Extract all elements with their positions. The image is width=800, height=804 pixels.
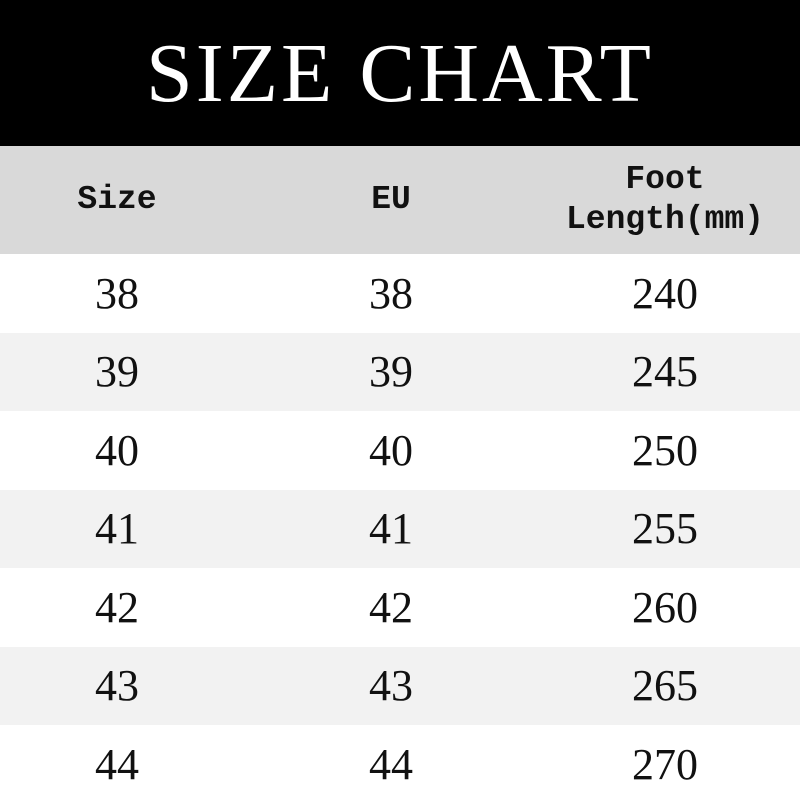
- cell-eu: 44: [369, 739, 413, 789]
- cell-foot-length: 260: [632, 582, 698, 632]
- cell-eu: 43: [369, 661, 413, 711]
- cell-eu: 41: [369, 504, 413, 554]
- cell-foot-length: 250: [632, 425, 698, 475]
- cell-eu: 39: [369, 347, 413, 397]
- cell-foot-length: 255: [632, 504, 698, 554]
- table-row: 40 40 250: [0, 411, 800, 490]
- header-foot-line1: Foot: [625, 161, 705, 198]
- table-row: 42 42 260: [0, 568, 800, 647]
- table-body: 38 38 240 39 39 245 40 40 250 41 41 255 42 42 260 43 43 2…: [0, 254, 800, 804]
- cell-eu: 42: [369, 582, 413, 632]
- cell-eu: 40: [369, 425, 413, 475]
- cell-size: 39: [95, 347, 139, 397]
- cell-foot-length: 245: [632, 347, 698, 397]
- header-foot-length: Foot Length(mm): [545, 146, 785, 254]
- cell-foot-length: 270: [632, 739, 698, 789]
- cell-eu: 38: [369, 268, 413, 318]
- cell-foot-length: 240: [632, 268, 698, 318]
- table-row: 41 41 255: [0, 489, 800, 568]
- page-title: SIZE CHART: [0, 0, 800, 146]
- cell-size: 41: [95, 504, 139, 554]
- cell-size: 38: [95, 268, 139, 318]
- header-size: Size: [77, 181, 157, 218]
- table-row: 39 39 245: [0, 332, 800, 411]
- header-foot-line2: Length(mm): [565, 201, 765, 238]
- table-row: 38 38 240: [0, 254, 800, 333]
- header-eu: EU: [371, 181, 411, 218]
- cell-size: 40: [95, 425, 139, 475]
- table-row: 43 43 265: [0, 646, 800, 725]
- cell-foot-length: 265: [632, 661, 698, 711]
- cell-size: 44: [95, 739, 139, 789]
- table-header: Size EU Foot Length(mm): [0, 146, 800, 254]
- cell-size: 42: [95, 582, 139, 632]
- cell-size: 43: [95, 661, 139, 711]
- table-row: 44 44 270: [0, 725, 800, 804]
